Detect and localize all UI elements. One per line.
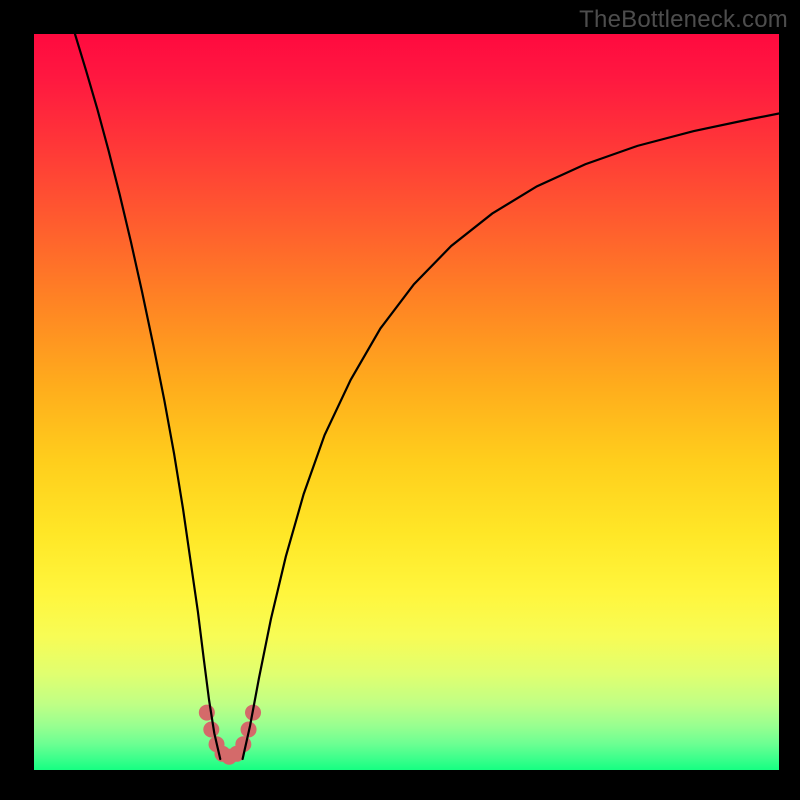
watermark-text: TheBottleneck.com bbox=[579, 6, 788, 34]
chart-overlay bbox=[34, 34, 779, 770]
curve-right bbox=[243, 113, 779, 758]
valley-marker bbox=[203, 722, 219, 738]
plot-area bbox=[34, 34, 779, 770]
curve-left bbox=[75, 34, 220, 759]
valley-marker bbox=[235, 736, 251, 752]
